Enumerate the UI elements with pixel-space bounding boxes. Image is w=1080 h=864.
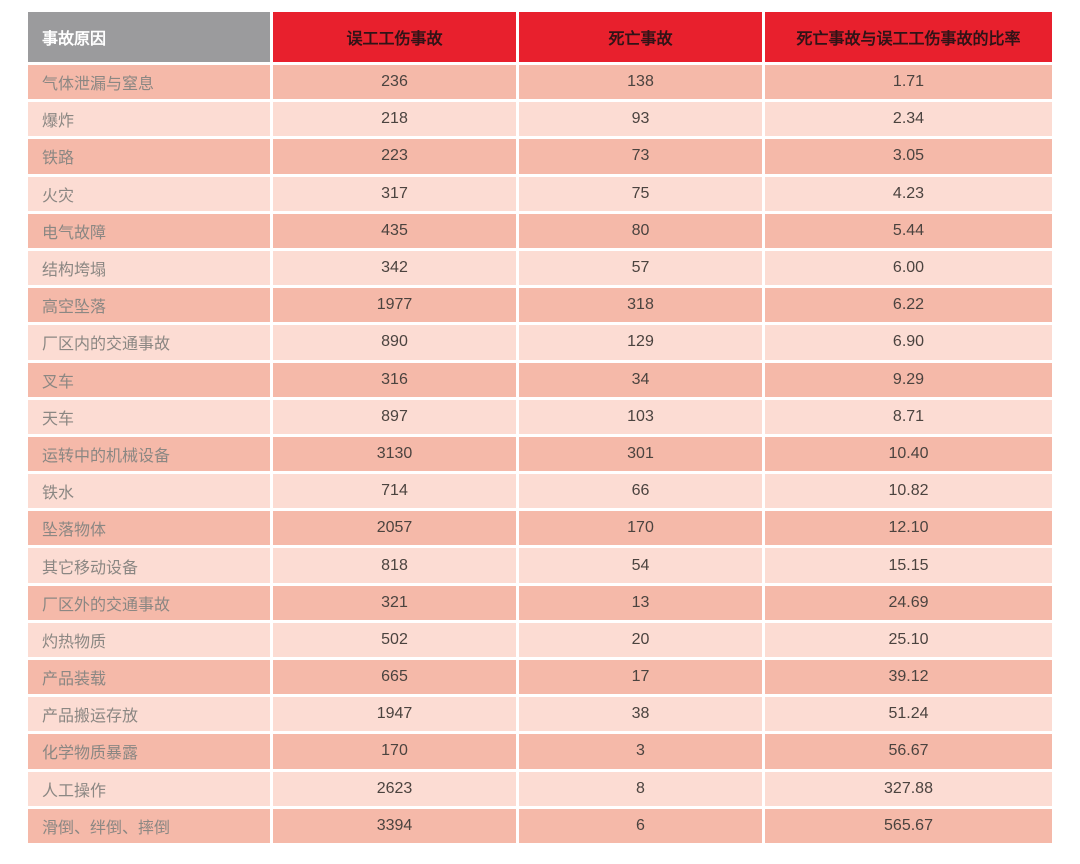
ratio-cell: 39.12	[765, 660, 1052, 695]
cause-cell: 其它移动设备	[28, 548, 270, 583]
cause-cell: 产品装载	[28, 660, 270, 695]
ratio-cell: 4.23	[765, 176, 1052, 211]
lost-time-cell: 1977	[273, 288, 516, 323]
lost-time-cell: 3130	[273, 436, 516, 472]
fatal-cell: 6	[519, 808, 762, 843]
fatal-cell: 8	[519, 771, 762, 806]
cause-cell: 厂区外的交通事故	[28, 585, 270, 620]
ratio-cell: 1.71	[765, 65, 1052, 100]
lost-time-cell: 2057	[273, 511, 516, 546]
cause-cell: 火灾	[28, 176, 270, 211]
fatal-cell: 129	[519, 325, 762, 360]
cause-cell: 滑倒、绊倒、摔倒	[28, 808, 270, 843]
lost-time-cell: 317	[273, 176, 516, 211]
cause-cell: 叉车	[28, 362, 270, 397]
ratio-cell: 6.22	[765, 288, 1052, 323]
ratio-cell: 24.69	[765, 585, 1052, 620]
ratio-cell: 10.40	[765, 436, 1052, 472]
fatal-cell: 93	[519, 102, 762, 137]
cause-cell: 电气故障	[28, 213, 270, 248]
fatal-cell: 13	[519, 585, 762, 620]
cause-cell: 产品搬运存放	[28, 697, 270, 732]
fatal-cell: 138	[519, 65, 762, 100]
cause-cell: 坠落物体	[28, 511, 270, 546]
cause-cell: 铁路	[28, 139, 270, 174]
col-header-cause: 事故原因	[28, 12, 270, 62]
ratio-cell: 6.90	[765, 325, 1052, 360]
lost-time-cell: 897	[273, 399, 516, 434]
fatal-cell: 3	[519, 734, 762, 769]
ratio-cell: 15.15	[765, 548, 1052, 583]
ratio-cell: 25.10	[765, 622, 1052, 657]
fatal-cell: 75	[519, 176, 762, 211]
cause-cell: 化学物质暴露	[28, 734, 270, 769]
fatal-cell: 57	[519, 250, 762, 286]
cause-cell: 厂区内的交通事故	[28, 325, 270, 360]
ratio-cell: 51.24	[765, 697, 1052, 732]
lost-time-cell: 223	[273, 139, 516, 174]
fatal-cell: 38	[519, 697, 762, 732]
ratio-cell: 565.67	[765, 808, 1052, 843]
lost-time-cell: 218	[273, 102, 516, 137]
fatal-cell: 20	[519, 622, 762, 657]
ratio-cell: 8.71	[765, 399, 1052, 434]
ratio-cell: 327.88	[765, 771, 1052, 806]
lost-time-cell: 170	[273, 734, 516, 769]
col-header-lost-time: 误工工伤事故	[273, 12, 516, 62]
lost-time-cell: 1947	[273, 697, 516, 732]
fatal-cell: 318	[519, 288, 762, 323]
lost-time-cell: 321	[273, 585, 516, 620]
lost-time-cell: 714	[273, 474, 516, 509]
ratio-cell: 2.34	[765, 102, 1052, 137]
col-header-ratio: 死亡事故与误工工伤事故的比率	[765, 12, 1052, 62]
ratio-cell: 3.05	[765, 139, 1052, 174]
fatal-cell: 301	[519, 436, 762, 472]
lost-time-cell: 2623	[273, 771, 516, 806]
cause-cell: 灼热物质	[28, 622, 270, 657]
lost-time-cell: 342	[273, 250, 516, 286]
fatal-cell: 34	[519, 362, 762, 397]
lost-time-cell: 435	[273, 213, 516, 248]
fatal-cell: 54	[519, 548, 762, 583]
cause-cell: 爆炸	[28, 102, 270, 137]
cause-cell: 运转中的机械设备	[28, 436, 270, 472]
ratio-cell: 56.67	[765, 734, 1052, 769]
cause-cell: 人工操作	[28, 771, 270, 806]
cause-cell: 铁水	[28, 474, 270, 509]
fatal-cell: 17	[519, 660, 762, 695]
fatal-cell: 73	[519, 139, 762, 174]
lost-time-cell: 890	[273, 325, 516, 360]
lost-time-cell: 316	[273, 362, 516, 397]
lost-time-cell: 3394	[273, 808, 516, 843]
ratio-cell: 12.10	[765, 511, 1052, 546]
ratio-cell: 10.82	[765, 474, 1052, 509]
cause-cell: 气体泄漏与窒息	[28, 65, 270, 100]
fatal-cell: 80	[519, 213, 762, 248]
ratio-cell: 9.29	[765, 362, 1052, 397]
accident-statistics-table: 事故原因 误工工伤事故 死亡事故 死亡事故与误工工伤事故的比率 气体泄漏与窒息 …	[28, 12, 1052, 843]
fatal-cell: 66	[519, 474, 762, 509]
cause-cell: 结构垮塌	[28, 250, 270, 286]
lost-time-cell: 665	[273, 660, 516, 695]
ratio-cell: 6.00	[765, 250, 1052, 286]
ratio-cell: 5.44	[765, 213, 1052, 248]
fatal-cell: 170	[519, 511, 762, 546]
lost-time-cell: 502	[273, 622, 516, 657]
lost-time-cell: 236	[273, 65, 516, 100]
cause-cell: 天车	[28, 399, 270, 434]
cause-cell: 高空坠落	[28, 288, 270, 323]
lost-time-cell: 818	[273, 548, 516, 583]
col-header-fatal: 死亡事故	[519, 12, 762, 62]
fatal-cell: 103	[519, 399, 762, 434]
